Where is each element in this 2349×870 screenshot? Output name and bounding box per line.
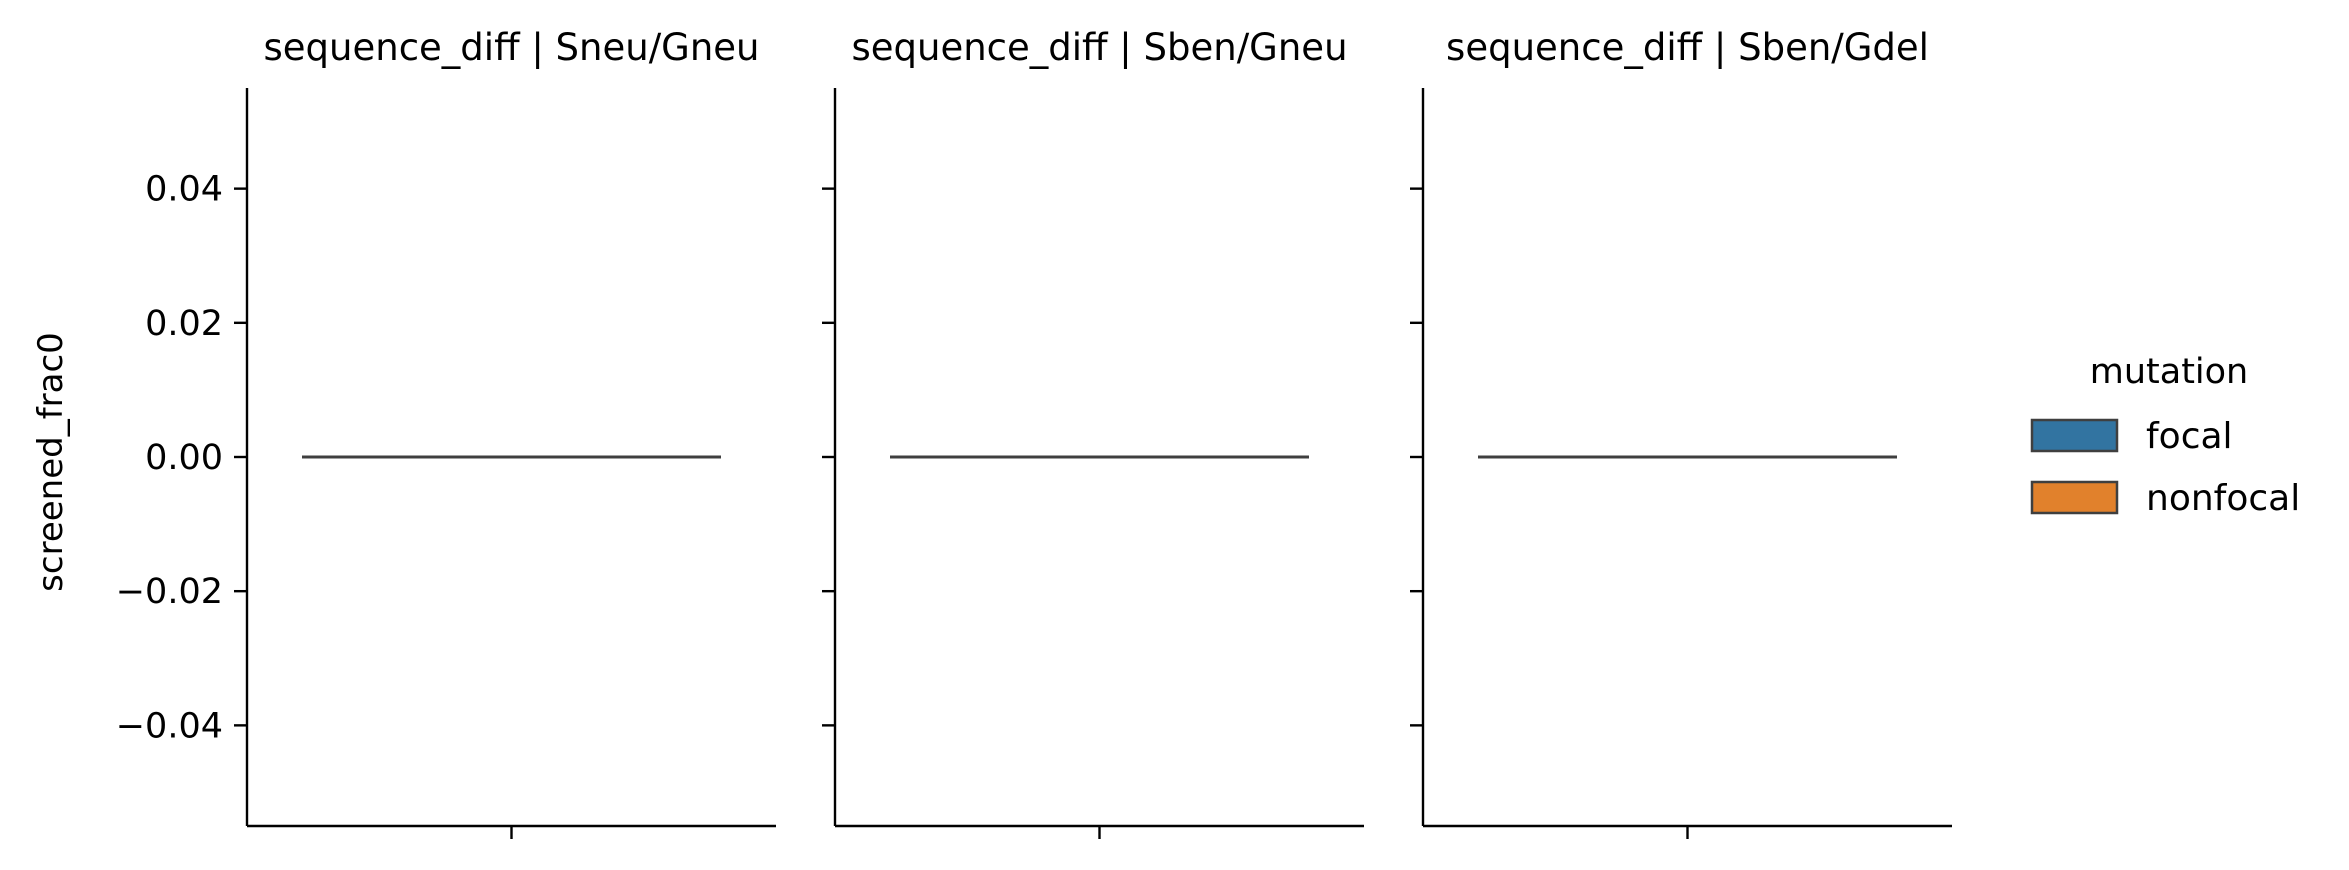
facet-panel: sequence_diff | Sben/Gdel <box>1410 26 1952 839</box>
panel-title: sequence_diff | Sben/Gdel <box>1446 26 1929 69</box>
y-tick-label: 0.02 <box>145 304 223 344</box>
y-tick-label: 0.04 <box>145 170 223 210</box>
legend-label: nonfocal <box>2146 478 2300 519</box>
legend-swatch-focal <box>2030 418 2119 453</box>
y-tick-label: −0.02 <box>116 572 223 612</box>
legend-label: focal <box>2146 416 2233 457</box>
y-axis-label: screened_frac0 <box>31 332 71 592</box>
facet-panels: sequence_diff | Sneu/Gneu −0.04 −0.02 0.00 0… <box>116 26 1952 839</box>
legend-swatch-nonfocal <box>2030 480 2119 515</box>
y-tick-label: −0.04 <box>116 706 223 746</box>
facet-panel: sequence_diff | Sben/Gneu <box>822 26 1364 839</box>
panel-title: sequence_diff | Sneu/Gneu <box>264 26 760 69</box>
panel-title: sequence_diff | Sben/Gneu <box>851 26 1347 69</box>
facet-panel: sequence_diff | Sneu/Gneu −0.04 −0.02 0.00 0… <box>116 26 776 839</box>
legend: mutation focal nonfocal <box>2030 352 2300 519</box>
y-tick-label: 0.00 <box>145 438 223 478</box>
legend-title: mutation <box>2090 352 2249 392</box>
